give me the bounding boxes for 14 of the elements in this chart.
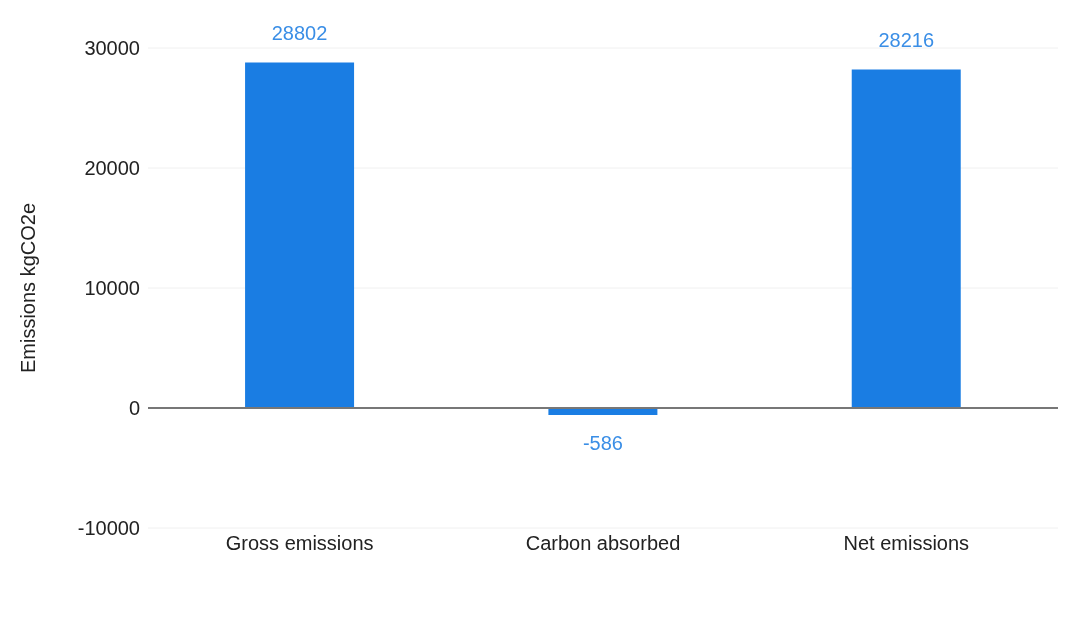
x-tick-label: Carbon absorbed	[525, 532, 681, 555]
bar	[851, 69, 961, 408]
y-tick-label: 30000	[84, 37, 140, 60]
data-label: 28216	[878, 29, 935, 52]
data-label: 28802	[271, 22, 328, 45]
data-label: -586	[582, 432, 623, 454]
y-tick-label: -10000	[77, 517, 140, 540]
x-tick-label: Net emissions	[843, 532, 970, 555]
x-tick-label: Gross emissions	[225, 532, 374, 555]
y-tick-label: 20000	[84, 157, 140, 180]
y-axis-title: Emissions kgCO2e	[17, 202, 40, 374]
y-tick-label: 0	[128, 397, 140, 420]
y-tick-label: 10000	[84, 277, 140, 300]
bar	[245, 62, 355, 408]
